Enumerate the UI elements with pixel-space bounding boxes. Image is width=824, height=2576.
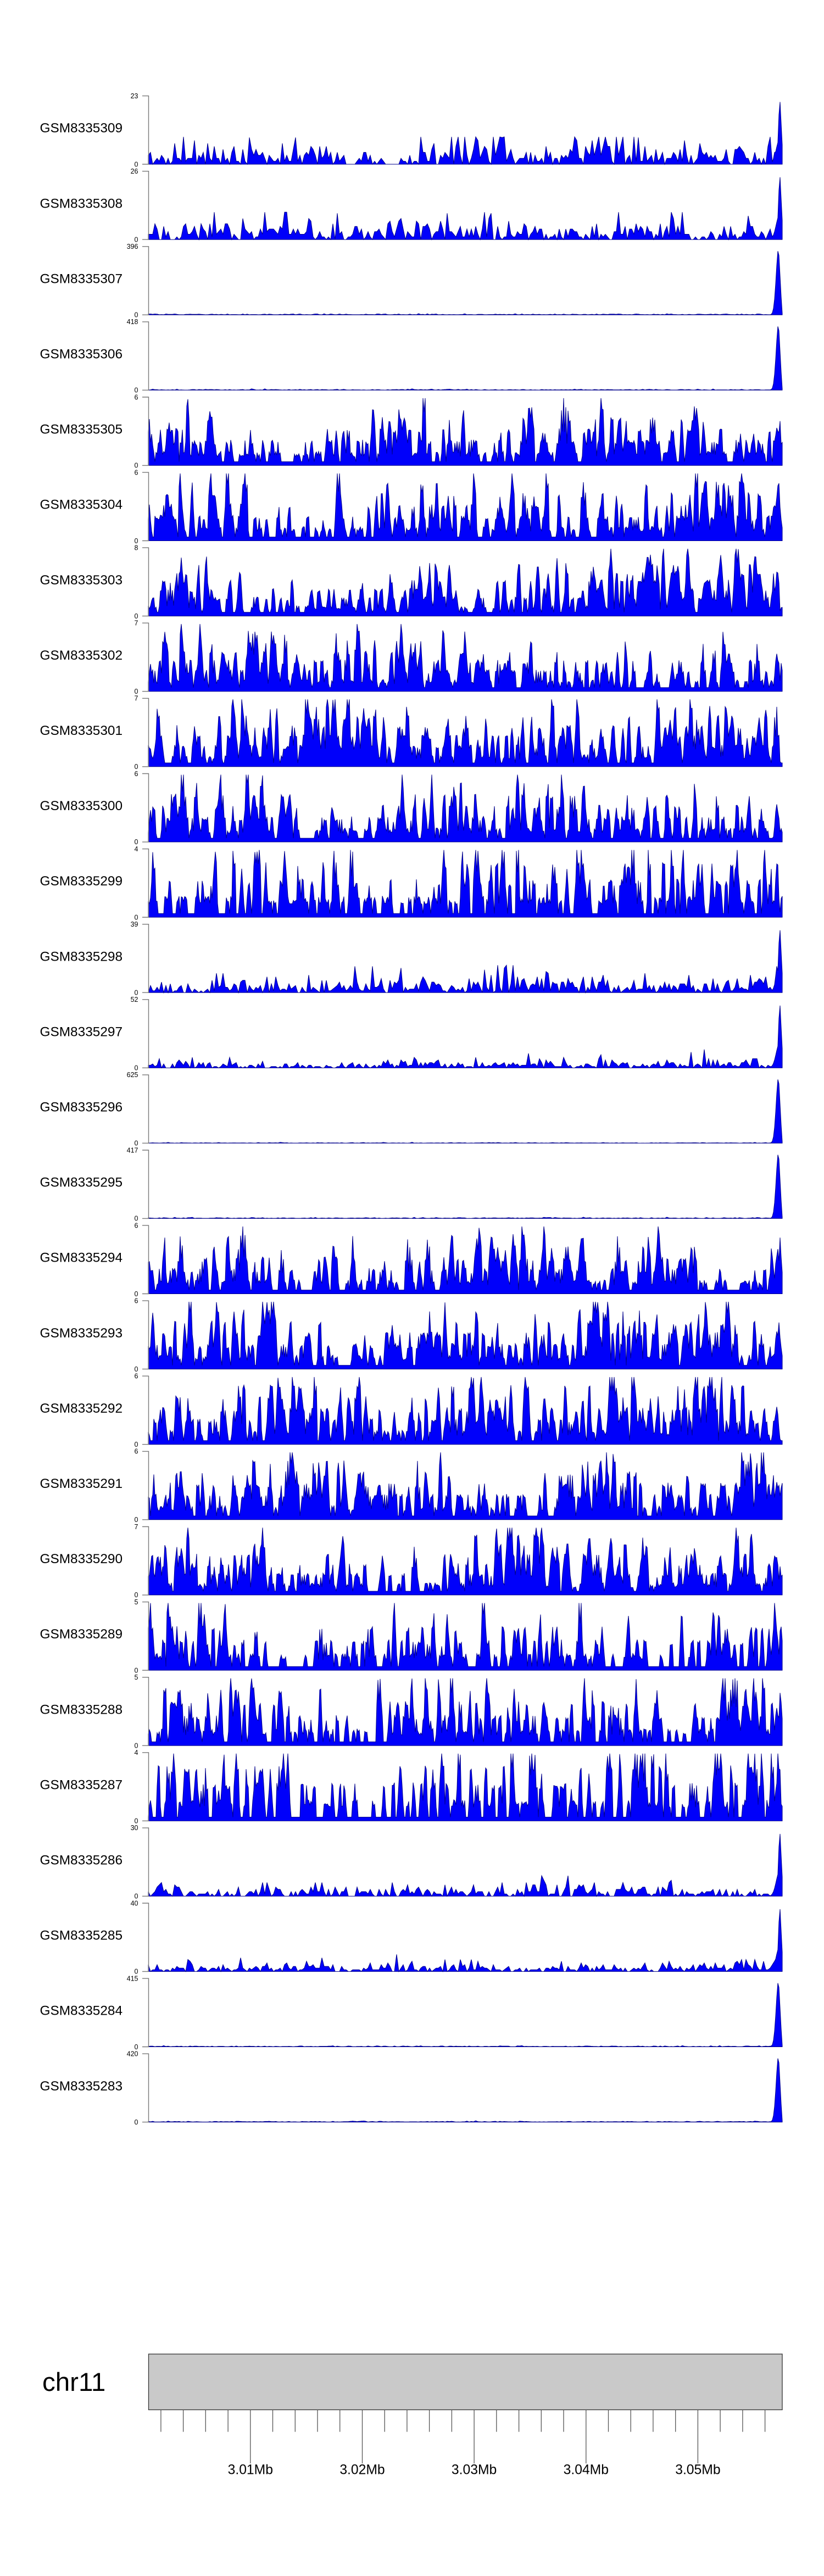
svg-text:GSM8335293: GSM8335293 [40, 1326, 123, 1341]
svg-text:3.04Mb: 3.04Mb [564, 2463, 609, 2478]
svg-text:3.01Mb: 3.01Mb [228, 2463, 273, 2478]
svg-text:6: 6 [135, 1448, 138, 1456]
svg-text:GSM8335285: GSM8335285 [40, 1928, 123, 1943]
svg-text:30: 30 [131, 1824, 138, 1832]
svg-text:0: 0 [135, 1140, 138, 1147]
svg-text:GSM8335305: GSM8335305 [40, 422, 123, 437]
svg-text:5: 5 [135, 1674, 138, 1681]
svg-text:0: 0 [135, 160, 138, 168]
svg-text:GSM8335300: GSM8335300 [40, 799, 123, 813]
svg-text:GSM8335306: GSM8335306 [40, 347, 123, 362]
svg-text:7: 7 [135, 695, 138, 702]
svg-text:GSM8335295: GSM8335295 [40, 1175, 123, 1190]
svg-text:GSM8335292: GSM8335292 [40, 1401, 123, 1416]
svg-text:3.02Mb: 3.02Mb [339, 2463, 385, 2478]
svg-text:0: 0 [135, 913, 138, 921]
svg-text:0: 0 [135, 838, 138, 846]
svg-text:GSM8335303: GSM8335303 [40, 573, 123, 588]
svg-text:7: 7 [135, 620, 138, 627]
svg-text:52: 52 [131, 996, 138, 1003]
svg-text:GSM8335304: GSM8335304 [40, 498, 123, 512]
svg-text:6: 6 [135, 770, 138, 778]
svg-text:6: 6 [135, 1297, 138, 1305]
svg-text:0: 0 [135, 1968, 138, 1976]
svg-text:23: 23 [131, 92, 138, 100]
svg-text:0: 0 [135, 462, 138, 470]
svg-text:418: 418 [127, 318, 138, 326]
svg-text:40: 40 [131, 1899, 138, 1907]
svg-text:39: 39 [131, 921, 138, 928]
svg-text:8: 8 [135, 544, 138, 552]
svg-text:GSM8335294: GSM8335294 [40, 1251, 123, 1265]
svg-text:0: 0 [135, 1365, 138, 1373]
svg-text:0: 0 [135, 1516, 138, 1524]
svg-text:GSM8335301: GSM8335301 [40, 723, 123, 738]
svg-text:GSM8335288: GSM8335288 [40, 1702, 123, 1717]
svg-text:GSM8335289: GSM8335289 [40, 1627, 123, 1642]
svg-text:396: 396 [127, 243, 138, 250]
svg-text:0: 0 [135, 989, 138, 996]
svg-text:0: 0 [135, 612, 138, 620]
svg-text:0: 0 [135, 387, 138, 394]
svg-text:GSM8335307: GSM8335307 [40, 271, 123, 286]
svg-text:GSM8335284: GSM8335284 [40, 2004, 123, 2019]
svg-text:4: 4 [135, 845, 138, 853]
svg-text:GSM8335309: GSM8335309 [40, 121, 123, 136]
svg-text:0: 0 [135, 1742, 138, 1749]
svg-text:7: 7 [135, 1523, 138, 1531]
svg-text:0: 0 [135, 1290, 138, 1298]
svg-text:0: 0 [135, 1591, 138, 1599]
svg-text:4: 4 [135, 1749, 138, 1757]
svg-text:GSM8335302: GSM8335302 [40, 648, 123, 663]
svg-text:0: 0 [135, 2118, 138, 2126]
svg-text:3.03Mb: 3.03Mb [452, 2463, 497, 2478]
svg-text:GSM8335296: GSM8335296 [40, 1100, 123, 1115]
svg-text:415: 415 [127, 1975, 138, 1982]
svg-text:0: 0 [135, 1441, 138, 1448]
svg-text:GSM8335299: GSM8335299 [40, 874, 123, 889]
svg-text:GSM8335291: GSM8335291 [40, 1476, 123, 1491]
svg-text:0: 0 [135, 2043, 138, 2051]
svg-text:6: 6 [135, 1222, 138, 1229]
svg-text:417: 417 [127, 1146, 138, 1154]
svg-text:0: 0 [135, 1666, 138, 1674]
svg-text:GSM8335298: GSM8335298 [40, 949, 123, 964]
svg-text:0: 0 [135, 1893, 138, 1900]
svg-text:420: 420 [127, 2050, 138, 2058]
svg-text:0: 0 [135, 1064, 138, 1072]
svg-text:625: 625 [127, 1071, 138, 1079]
svg-text:0: 0 [135, 537, 138, 545]
svg-text:GSM8335290: GSM8335290 [40, 1552, 123, 1566]
svg-text:0: 0 [135, 763, 138, 771]
svg-text:GSM8335283: GSM8335283 [40, 2079, 123, 2094]
svg-text:6: 6 [135, 469, 138, 476]
svg-text:26: 26 [131, 168, 138, 175]
svg-text:0: 0 [135, 1215, 138, 1223]
svg-text:0: 0 [135, 1817, 138, 1825]
svg-text:GSM8335287: GSM8335287 [40, 1777, 123, 1792]
svg-text:GSM8335286: GSM8335286 [40, 1853, 123, 1868]
svg-text:3.05Mb: 3.05Mb [675, 2463, 720, 2478]
svg-text:0: 0 [135, 236, 138, 243]
svg-text:0: 0 [135, 311, 138, 319]
svg-text:GSM8335297: GSM8335297 [40, 1024, 123, 1039]
svg-text:GSM8335308: GSM8335308 [40, 196, 123, 211]
svg-text:6: 6 [135, 393, 138, 401]
svg-text:6: 6 [135, 1373, 138, 1380]
svg-text:0: 0 [135, 688, 138, 695]
svg-text:5: 5 [135, 1598, 138, 1606]
svg-text:chr11: chr11 [42, 2368, 105, 2397]
